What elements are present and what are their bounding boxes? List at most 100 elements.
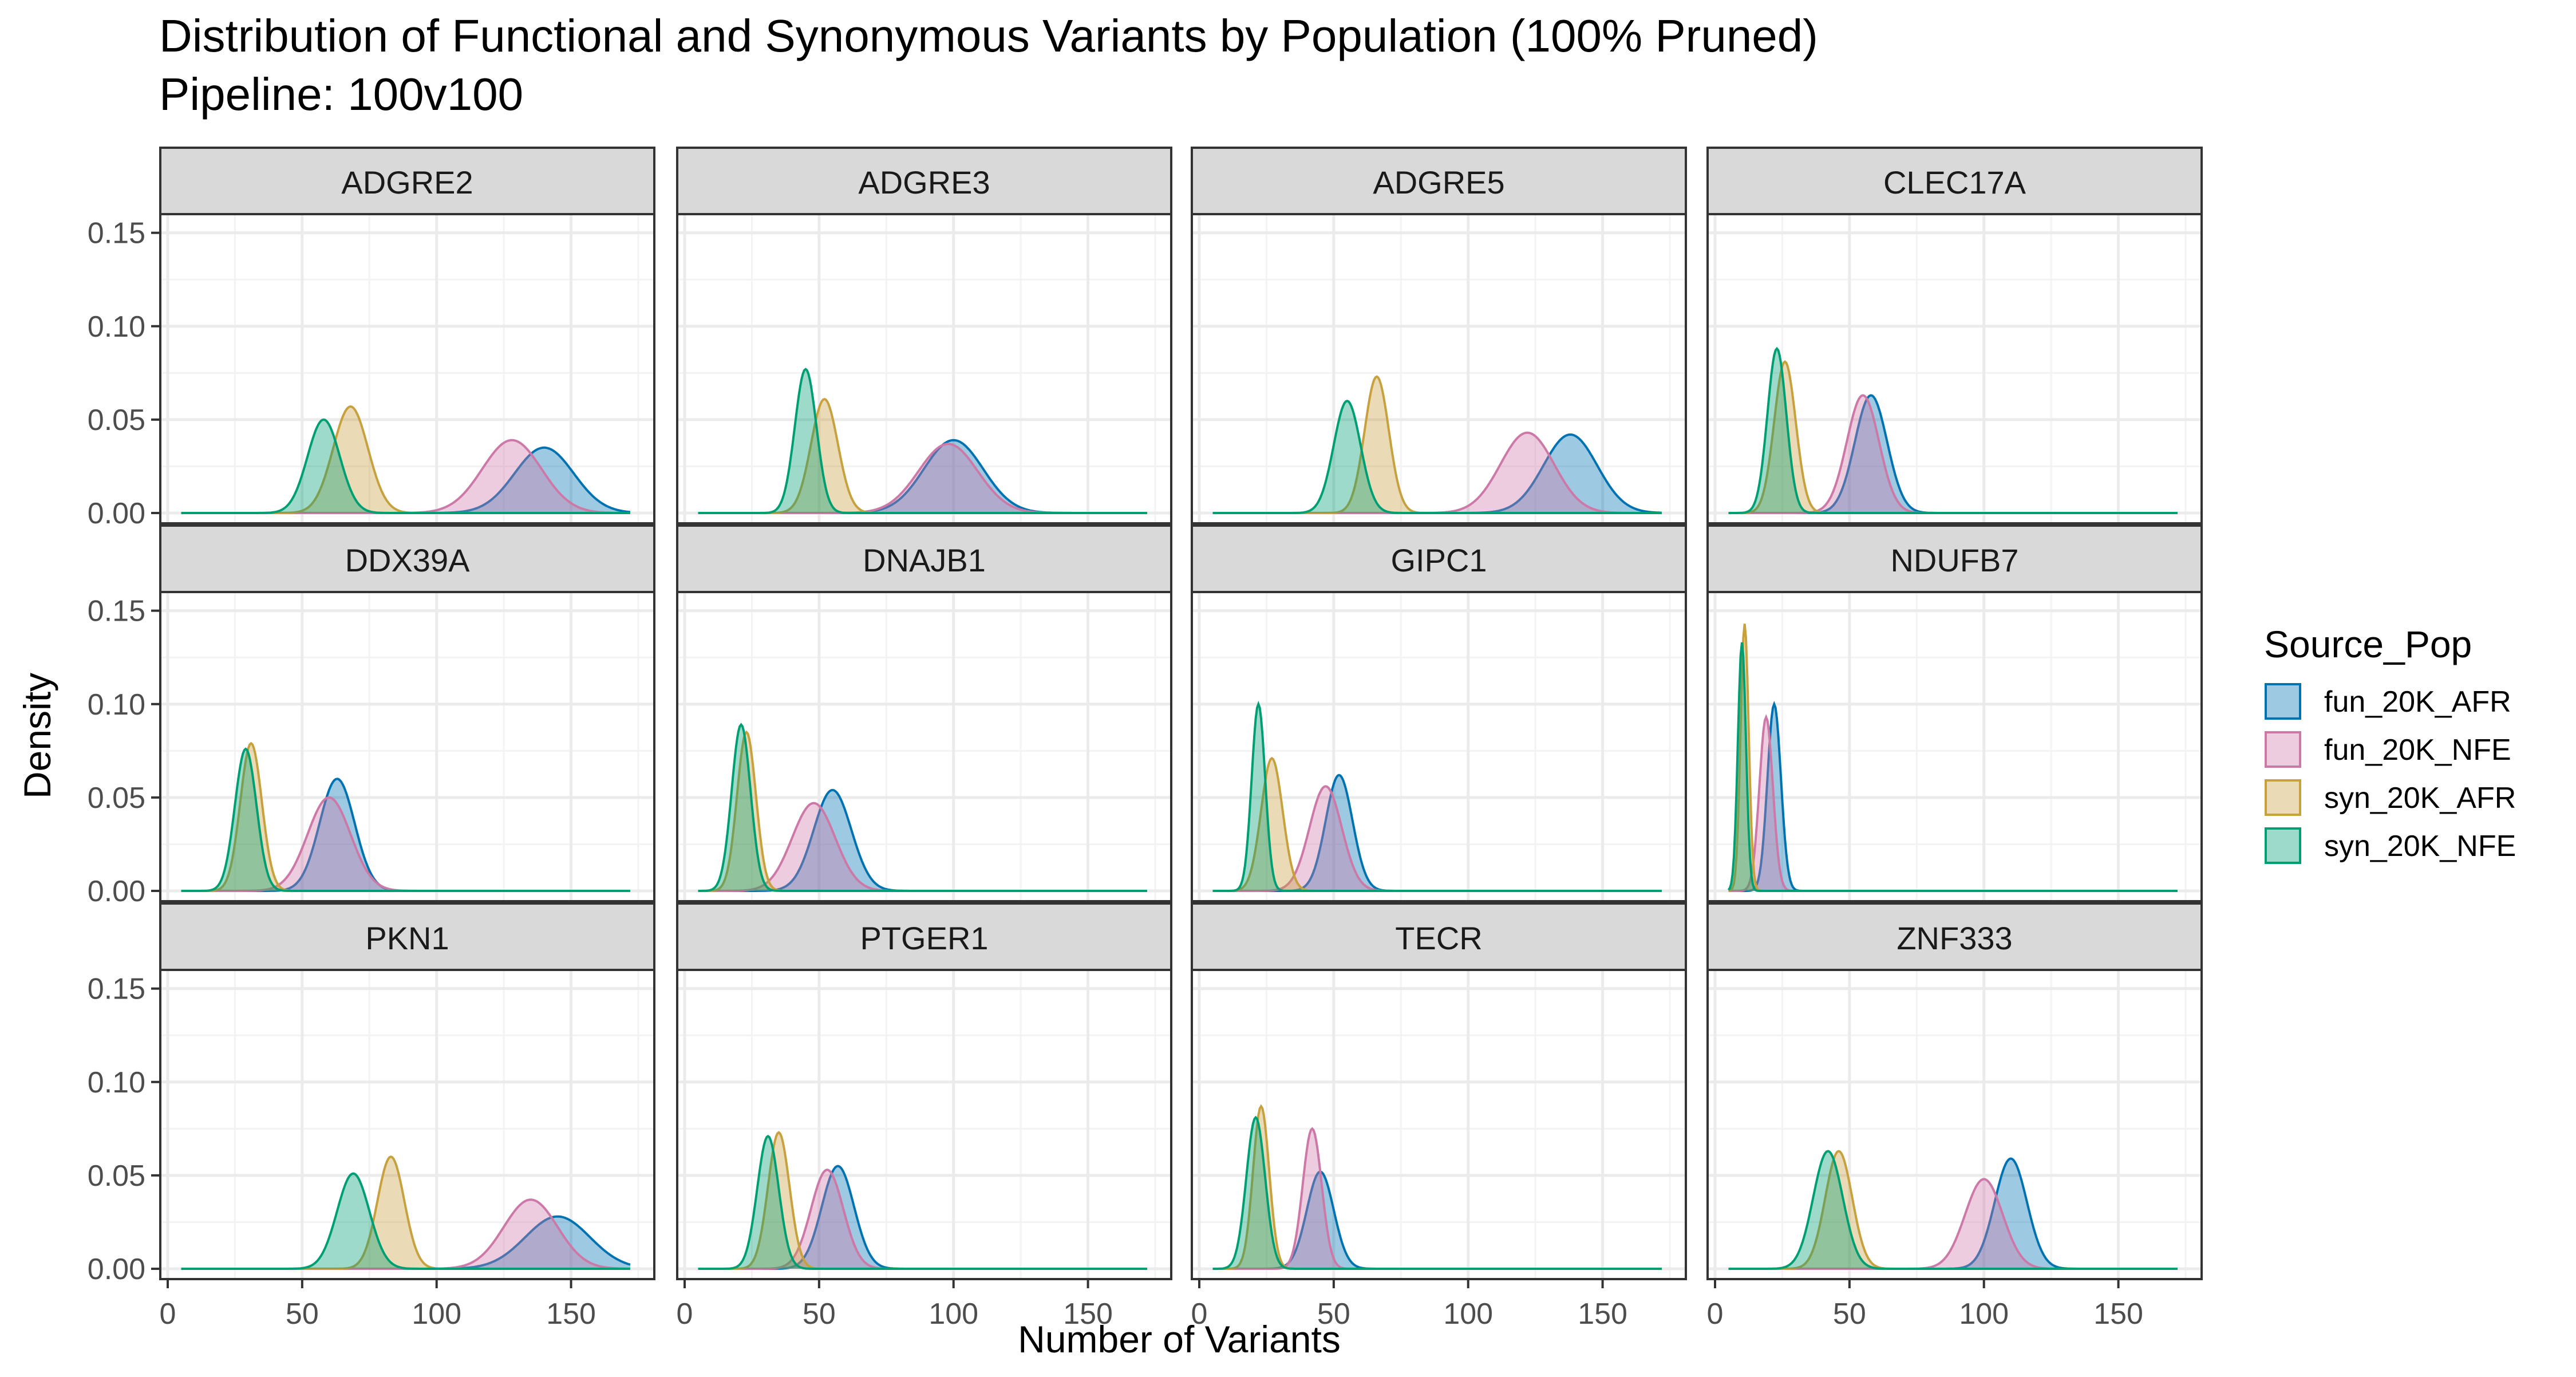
density-area-fun_20K_NFE (1212, 432, 1662, 513)
facet-strip-label: PKN1 (365, 920, 449, 956)
y-tick-label: 0.15 (88, 973, 145, 1006)
density-area-syn_20K_NFE (181, 749, 630, 891)
x-tick-label: 100 (412, 1297, 461, 1331)
panel-border (1191, 969, 1687, 1280)
panel-border (1191, 591, 1687, 902)
x-tick-label: 50 (286, 1297, 319, 1331)
facet-panel: GIPC1 (1191, 524, 1687, 902)
x-tick-label: 0 (160, 1297, 176, 1331)
density-line-syn_20K_NFE (698, 368, 1147, 514)
density-area-syn_20K_AFR (1728, 1151, 2178, 1269)
density-line-syn_20K_NFE (1727, 642, 2178, 892)
facet-strip (1706, 902, 2203, 971)
facet-strip-label: GIPC1 (1390, 542, 1487, 578)
density-area-syn_20K_NFE (1212, 1117, 1662, 1269)
y-tick-label: 0.15 (88, 595, 145, 628)
y-tick-label: 0.15 (88, 217, 145, 250)
panel-border (1706, 969, 2203, 1280)
density-area-fun_20K_AFR (698, 440, 1147, 513)
density-line-syn_20K_NFE (181, 1172, 630, 1270)
density-line-syn_20K_NFE (1212, 700, 1662, 892)
facet-panel: PTGER1 0 50 100 150 (676, 902, 1172, 1331)
facet-panel: ADGRE2 0.00 0.05 0.10 0.15 (88, 147, 655, 530)
panel-border (159, 969, 655, 1280)
density-area-fun_20K_AFR (1212, 775, 1662, 891)
legend-item: fun_20K_AFR (2264, 682, 2511, 720)
grid-lines (1192, 592, 1686, 901)
x-axis-label: Number of Variants (1018, 1318, 1341, 1360)
facet-strip-label: ZNF333 (1897, 920, 2012, 956)
grid-lines (1708, 592, 2202, 901)
x-tick-label: 150 (2093, 1297, 2143, 1331)
facet-strip (159, 902, 655, 971)
density-area-fun_20K_AFR (1728, 704, 2178, 891)
legend-key-syn_20K_NFE (2265, 827, 2301, 864)
legend-key-syn_20K_AFR (2265, 779, 2301, 816)
density-area-fun_20K_NFE (1728, 395, 2178, 513)
density-area-fun_20K_NFE (698, 444, 1147, 513)
x-tick-label: 150 (546, 1297, 596, 1331)
facet-strip (159, 524, 655, 593)
density-line-syn_20K_NFE (1212, 400, 1662, 514)
y-tick-label: 0.05 (88, 782, 145, 815)
grid-lines (1708, 970, 2202, 1279)
panel-border (676, 591, 1172, 902)
density-area-fun_20K_NFE (181, 440, 630, 513)
density-line-syn_20K_NFE (181, 747, 630, 892)
density-line-syn_20K_NFE (1728, 346, 2178, 514)
density-area-syn_20K_AFR (1728, 361, 2178, 513)
density-area-fun_20K_NFE (698, 803, 1147, 891)
density-area-syn_20K_NFE (698, 369, 1147, 513)
facet-strip-label: DDX39A (345, 542, 471, 578)
grid-lines (160, 970, 654, 1279)
density-line-syn_20K_NFE (1728, 1150, 2178, 1270)
legend-key-bg (2264, 731, 2302, 768)
density-area-fun_20K_NFE (1728, 1179, 2178, 1269)
legend-key-bg (2264, 682, 2302, 720)
y-tick-label: 0.00 (88, 1253, 145, 1286)
chart-title: Distribution of Functional and Synonymou… (159, 10, 1818, 61)
legend-key-bg (2264, 779, 2302, 816)
density-area-syn_20K_NFE (698, 724, 1147, 891)
density-line-syn_20K_NFE (1212, 1115, 1662, 1270)
density-area-fun_20K_AFR (1212, 1171, 1662, 1269)
legend-label: fun_20K_NFE (2324, 733, 2511, 767)
panel-border (676, 969, 1172, 1280)
chart-subtitle: Pipeline: 100v100 (159, 69, 523, 120)
facet-panel: TECR 0 50 100 150 (1191, 902, 1687, 1331)
x-tick-label: 0 (1707, 1297, 1724, 1331)
legend-key-bg (2264, 827, 2302, 865)
facet-strip-label: ADGRE5 (1373, 164, 1504, 200)
facet-panel: DNAJB1 (676, 524, 1172, 902)
facet-strip (676, 902, 1172, 971)
facet-panel: PKN1 0.00 0.05 0.10 0.15 0 50 100 150 (88, 902, 655, 1331)
facet-strip-label: PTGER1 (860, 920, 988, 956)
density-area-fun_20K_AFR (181, 1216, 630, 1269)
facet-strip-label: ADGRE3 (858, 164, 990, 200)
facet-strip (1191, 902, 1687, 971)
x-tick-label: 150 (1063, 1297, 1113, 1331)
density-area-syn_20K_NFE (1212, 704, 1662, 891)
grid-lines (160, 214, 654, 523)
density-area-fun_20K_AFR (181, 447, 630, 513)
facet-strip-label: CLEC17A (1883, 164, 2026, 200)
facet-strip (676, 524, 1172, 593)
legend: Source_Pop fun_20K_AFR fun_20K_NFE syn_20K… (2264, 623, 2516, 865)
facet-strip-label: ADGRE2 (341, 164, 473, 200)
grid-lines (677, 214, 1171, 523)
y-tick-label: 0.10 (88, 1066, 145, 1099)
density-area-fun_20K_NFE (1212, 786, 1662, 891)
legend-key-fun_20K_AFR (2265, 683, 2301, 720)
panel-border (1706, 591, 2203, 902)
facet-panel: ZNF333 0 50 100 150 (1706, 902, 2203, 1331)
x-tick-label: 100 (929, 1297, 978, 1331)
legend-label: syn_20K_NFE (2324, 830, 2516, 863)
panel-border (159, 591, 655, 902)
x-tick-label: 100 (1959, 1297, 2009, 1331)
facet-strip (1191, 524, 1687, 593)
y-axis-label: Density (16, 673, 58, 799)
y-tick-label: 0.10 (88, 688, 145, 721)
y-tick-label: 0.00 (88, 497, 145, 530)
legend-label: syn_20K_AFR (2324, 782, 2516, 815)
